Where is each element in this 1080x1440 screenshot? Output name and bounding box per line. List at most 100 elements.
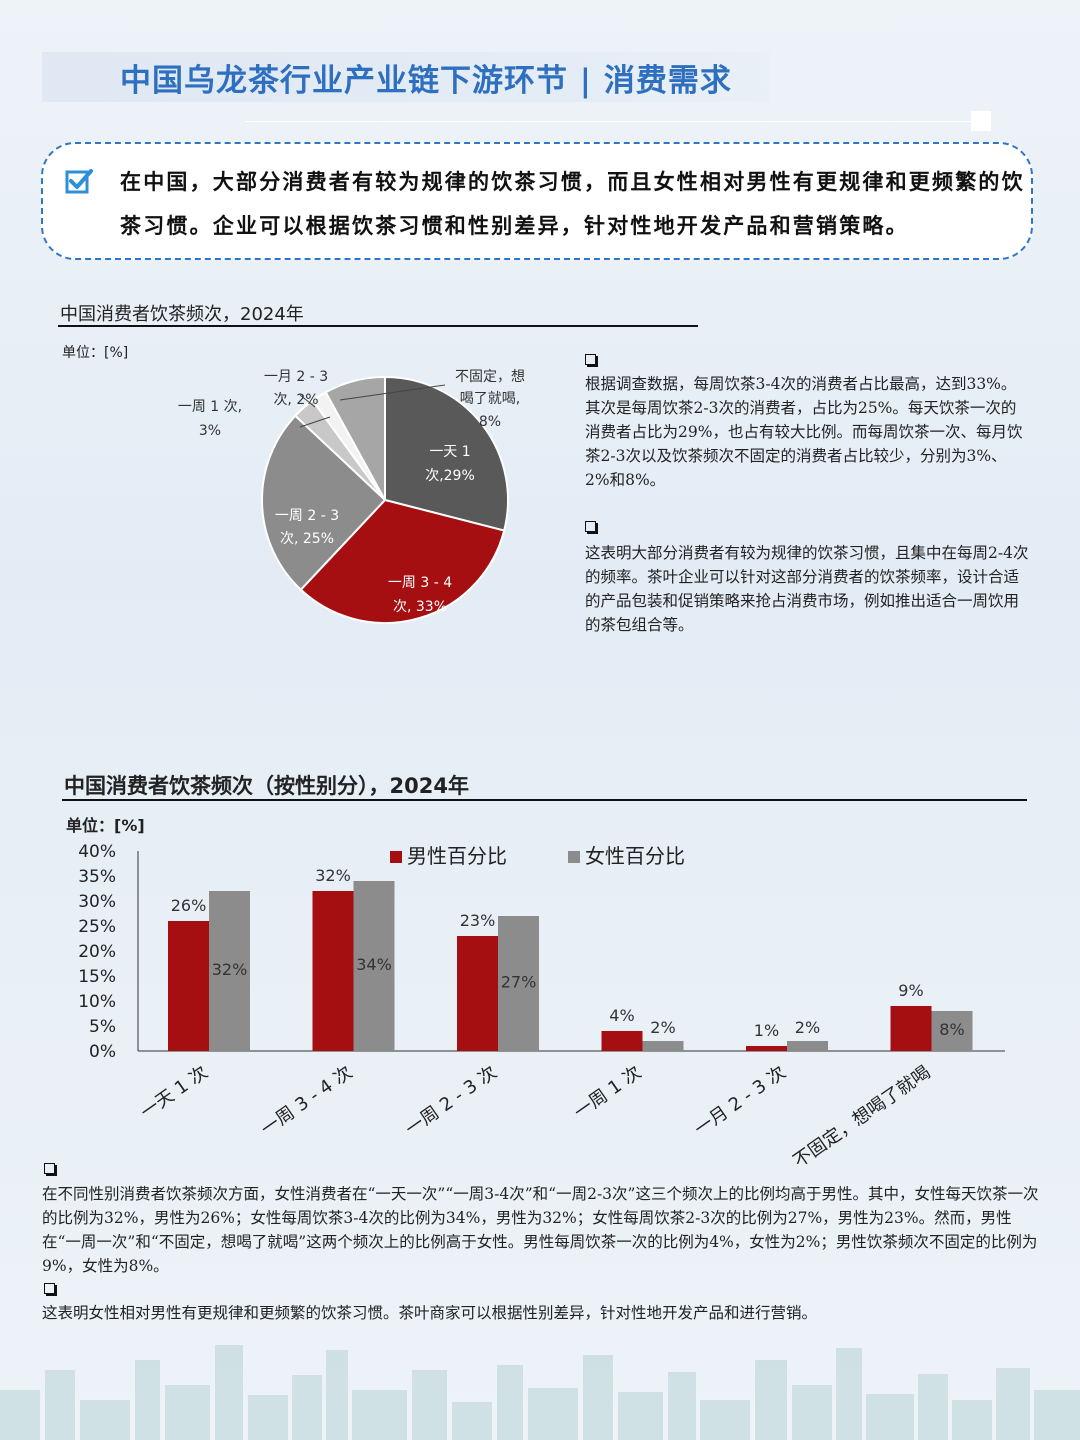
pie-label: 次, 25% (280, 531, 334, 547)
bar-male (168, 921, 209, 1051)
bar-data-label: 32% (212, 960, 248, 979)
bar-data-label: 26% (171, 896, 207, 915)
summary-text: 在中国，大部分消费者有较为规律的饮茶习惯，而且女性相对男性有更规律和更频繁的饮茶… (120, 169, 1025, 238)
bar-chart-title: 中国消费者饮茶频次（按性别分），2024年 (64, 774, 469, 798)
pie-leader-line (299, 416, 331, 428)
svg-text:一周 3 - 4: 一周 3 - 4 (388, 575, 452, 591)
y-tick-label: 20% (78, 942, 116, 962)
bar-data-label: 8% (939, 1020, 964, 1039)
svg-text:3%: 3% (199, 423, 221, 439)
bar-data-label: 1% (754, 1021, 779, 1040)
bar-data-label: 2% (795, 1018, 820, 1037)
pie-leader-line (339, 384, 446, 401)
legend-swatch (390, 851, 402, 863)
pie-label: 一月 2 - 3 (264, 369, 328, 385)
svg-text:喝了就喝,: 喝了就喝, (460, 391, 520, 407)
bar-male (890, 1006, 932, 1051)
legend-label: 男性百分比 (407, 844, 507, 868)
summary-box (41, 142, 1033, 260)
x-tick-label: 一周 2 - 3 次 (402, 1062, 501, 1140)
title-square-decoration (971, 111, 991, 131)
x-tick-label: 一周 1 次 (570, 1062, 645, 1123)
svg-text:一周 2 - 3: 一周 2 - 3 (275, 508, 339, 524)
bar-paragraph-2: 这表明女性相对男性有更规律和更频繁的饮茶习惯。茶叶商家可以根据性别差异，针对性地… (42, 1304, 818, 1322)
title-divider (245, 121, 975, 122)
pie-slice (261, 414, 387, 592)
legend-label: 女性百分比 (585, 844, 685, 868)
pie-chart: 一天 1 次,29% 一周 3 - 4 次, 33% 一周 2 - 3 次, 2… (178, 369, 525, 624)
svg-text:次,29%: 次,29% (425, 468, 475, 484)
bar-data-label: 9% (898, 981, 923, 1000)
bar-data-label: 32% (315, 866, 351, 885)
x-tick-label: 一月 2 - 3 次 (691, 1062, 790, 1140)
bar-paragraph-1: 在不同性别消费者饮茶频次方面，女性消费者在“一天一次”“一周3-4次”和“一周2… (42, 1185, 1039, 1275)
pie-paragraph-2: 这表明大部分消费者有较为规律的饮茶习惯，且集中在每周2-4次的频率。茶叶企业可以… (585, 544, 1029, 634)
pie-label: 喝了就喝, (460, 391, 520, 407)
pie-label: 次, 33% (393, 599, 447, 615)
svg-text:次, 33%: 次, 33% (393, 599, 447, 615)
bullet-square-icon (44, 1163, 55, 1174)
x-tick-label: 不固定，想喝了就喝 (790, 1062, 935, 1170)
bar-unit-label: 单位：[%] (66, 816, 145, 835)
y-tick-label: 30% (78, 892, 116, 912)
y-tick-label: 10% (78, 992, 116, 1012)
x-tick-label: 一天 1 次 (137, 1062, 212, 1123)
pie-label: 不固定，想 (455, 369, 525, 385)
pie-label: 一周 2 - 3 (275, 508, 339, 524)
bar-male (457, 936, 498, 1051)
legend-swatch (568, 851, 580, 863)
y-tick-label: 15% (78, 967, 116, 987)
bar-data-label: 34% (356, 955, 392, 974)
city-skyline-illustration (0, 1345, 1080, 1440)
bullet-square-icon (585, 521, 596, 532)
bar-female (498, 916, 539, 1051)
svg-text:一周 1 次,: 一周 1 次, (178, 399, 242, 415)
y-tick-label: 0% (89, 1042, 116, 1062)
svg-text:8%: 8% (479, 414, 501, 430)
y-tick-label: 5% (89, 1017, 116, 1037)
bar-data-label: 2% (650, 1018, 675, 1037)
pie-label: 8% (479, 414, 501, 430)
bullet-square-icon (44, 1283, 55, 1294)
bar-female (642, 1041, 684, 1051)
svg-text:次, 25%: 次, 25% (280, 531, 334, 547)
svg-text:不固定，想: 不固定，想 (455, 369, 525, 385)
bar-male (312, 891, 354, 1051)
bar-data-label: 4% (609, 1006, 634, 1025)
pie-label: 次, 2% (273, 392, 318, 408)
bar-female (787, 1041, 828, 1051)
pie-title-rule (58, 325, 698, 327)
pie-unit-label: 单位：[%] (62, 345, 129, 361)
pie-label: 3% (199, 423, 221, 439)
bar-female (209, 891, 250, 1051)
bar-female (931, 1011, 973, 1051)
bar-female (353, 881, 395, 1051)
pie-slice (324, 375, 386, 501)
svg-text:次, 2%: 次, 2% (273, 392, 318, 408)
bar-data-label: 27% (501, 973, 537, 992)
pie-chart-title: 中国消费者饮茶频次，2024年 (60, 304, 304, 325)
bullet-square-icon (585, 354, 596, 365)
x-tick-label: 一周 3 - 4 次 (257, 1062, 356, 1140)
bar-male (601, 1031, 643, 1051)
pie-label: 一周 3 - 4 (388, 575, 452, 591)
checkbox-checked-icon (65, 169, 93, 194)
pie-label: 一天 1 (429, 444, 470, 460)
bar-chart: 0% 5% 10% 15% 20% 25% 30% 35% 40% 26% 32% 一天 1 次 32… (78, 842, 1005, 1170)
y-tick-label: 35% (78, 867, 116, 887)
svg-text:一月 2 - 3: 一月 2 - 3 (264, 369, 328, 385)
pie-paragraph-1: 根据调查数据，每周饮茶3-4次的消费者占比最高，达到33%。其次是每周饮茶2-3… (585, 375, 1023, 489)
pie-label: 一周 1 次, (178, 399, 242, 415)
pie-label: 次,29% (425, 468, 475, 484)
page-title: 中国乌龙茶行业产业链下游环节 | 消费需求 (120, 63, 732, 99)
bar-title-rule (62, 799, 1027, 801)
pie-slice (299, 498, 506, 624)
y-tick-label: 25% (78, 917, 116, 937)
bar-data-label: 23% (460, 911, 496, 930)
pie-leader-line (299, 394, 316, 408)
pie-slice (384, 375, 509, 532)
title-bar (42, 52, 770, 102)
bar-male (746, 1046, 787, 1051)
svg-text:一天 1: 一天 1 (429, 444, 470, 460)
y-tick-label: 40% (78, 842, 116, 862)
